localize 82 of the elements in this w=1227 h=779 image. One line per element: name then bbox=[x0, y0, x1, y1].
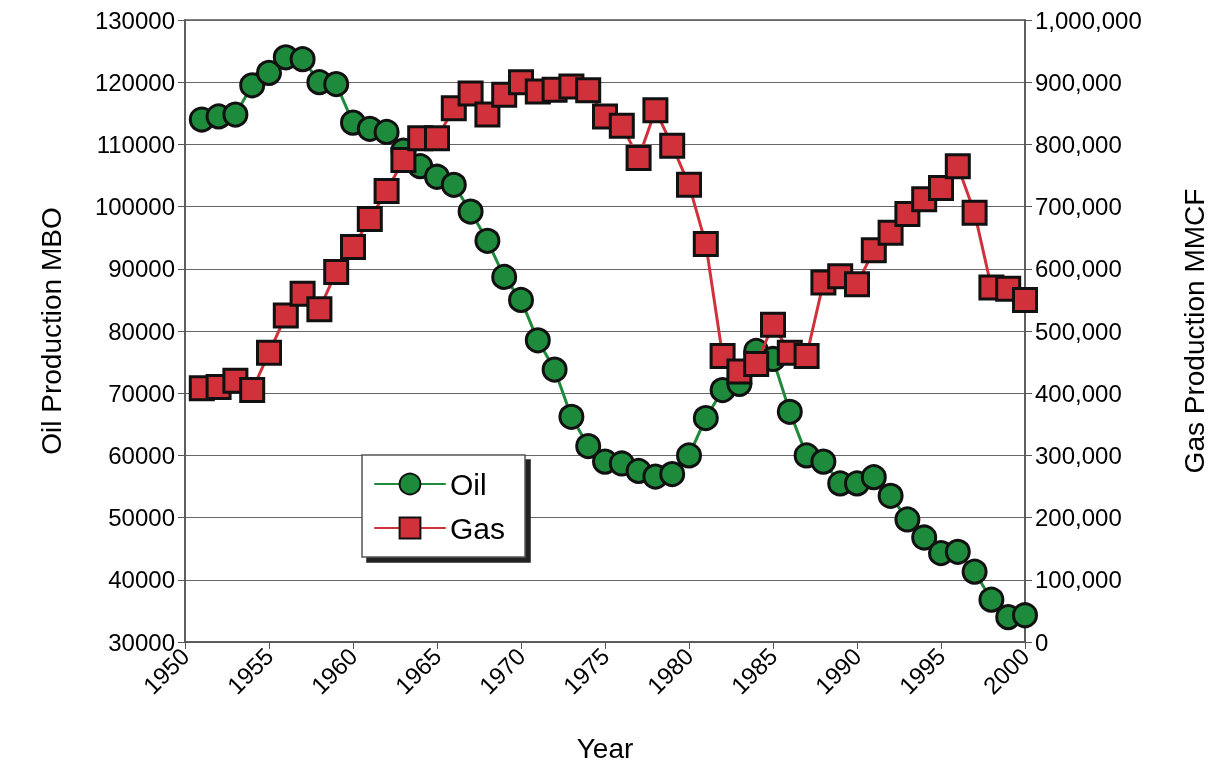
point bbox=[894, 506, 921, 533]
y-tick-label: 90000 bbox=[108, 255, 175, 283]
point bbox=[911, 524, 938, 551]
y-tick-label: 130000 bbox=[94, 6, 175, 34]
point bbox=[323, 71, 350, 98]
y-tick-label: 120000 bbox=[94, 68, 175, 96]
point bbox=[944, 153, 971, 180]
point bbox=[776, 398, 803, 425]
y-tick-label: 80000 bbox=[108, 317, 175, 345]
point bbox=[256, 59, 282, 86]
point bbox=[760, 311, 786, 338]
point bbox=[256, 339, 282, 366]
y2-tick-label: 300,000 bbox=[1035, 441, 1122, 469]
point bbox=[373, 118, 400, 145]
y-tick-label: 110000 bbox=[96, 130, 175, 158]
point bbox=[1012, 602, 1038, 629]
point bbox=[373, 178, 400, 205]
legend-label: Gas bbox=[450, 511, 506, 545]
point bbox=[659, 461, 686, 488]
y2-tick-label: 900,000 bbox=[1035, 68, 1122, 96]
point bbox=[457, 80, 484, 107]
point bbox=[793, 342, 820, 369]
point bbox=[944, 538, 971, 565]
point bbox=[306, 296, 333, 323]
point bbox=[474, 227, 501, 254]
point bbox=[541, 356, 568, 383]
point bbox=[625, 145, 652, 172]
y2-tick-label: 700,000 bbox=[1035, 193, 1122, 221]
x-axis-title: Year bbox=[576, 732, 634, 764]
y2-tick-label: 200,000 bbox=[1035, 504, 1122, 532]
y2-tick-label: 100,000 bbox=[1035, 566, 1122, 594]
point bbox=[289, 46, 316, 73]
point bbox=[961, 199, 988, 226]
point bbox=[928, 174, 954, 201]
y2-axis-title: Gas Production MMCF bbox=[1178, 188, 1210, 474]
point bbox=[474, 101, 501, 128]
point bbox=[978, 586, 1005, 613]
point bbox=[558, 403, 585, 430]
y2-tick-label: 600,000 bbox=[1035, 255, 1122, 283]
point bbox=[457, 198, 484, 225]
point bbox=[491, 263, 518, 290]
point bbox=[810, 448, 837, 475]
point bbox=[676, 171, 702, 198]
y2-tick-label: 800,000 bbox=[1035, 130, 1122, 158]
point bbox=[692, 230, 719, 257]
point bbox=[1012, 286, 1038, 313]
point bbox=[424, 125, 450, 152]
point bbox=[222, 101, 249, 128]
point bbox=[676, 442, 702, 469]
point bbox=[340, 234, 366, 261]
point bbox=[877, 219, 904, 246]
point bbox=[844, 271, 870, 298]
y-tick-label: 70000 bbox=[108, 379, 175, 407]
point bbox=[323, 258, 350, 285]
point bbox=[877, 482, 904, 509]
y-axis-title: Oil Production MBO bbox=[35, 207, 67, 455]
point bbox=[272, 302, 299, 329]
point bbox=[239, 72, 266, 99]
y2-tick-label: 0 bbox=[1035, 628, 1049, 656]
point bbox=[575, 433, 602, 460]
point bbox=[743, 350, 770, 377]
point bbox=[860, 464, 887, 491]
y2-tick-label: 500,000 bbox=[1035, 317, 1122, 345]
y-tick-label: 100000 bbox=[94, 193, 175, 221]
point bbox=[440, 171, 467, 198]
point bbox=[961, 558, 988, 585]
y2-tick-label: 400,000 bbox=[1035, 379, 1122, 407]
point bbox=[575, 77, 602, 104]
y2-tick-label: 1,000,000 bbox=[1035, 6, 1142, 34]
point bbox=[239, 377, 266, 404]
point bbox=[524, 327, 551, 354]
point bbox=[692, 405, 719, 432]
point bbox=[356, 206, 383, 233]
point bbox=[659, 132, 686, 159]
point bbox=[390, 146, 417, 173]
point bbox=[608, 112, 635, 139]
legend-label: Oil bbox=[450, 467, 487, 501]
y-tick-label: 40000 bbox=[108, 566, 175, 594]
point bbox=[642, 97, 669, 124]
point bbox=[508, 286, 534, 313]
y-tick-label: 60000 bbox=[108, 441, 175, 469]
y-tick-label: 50000 bbox=[108, 504, 175, 532]
